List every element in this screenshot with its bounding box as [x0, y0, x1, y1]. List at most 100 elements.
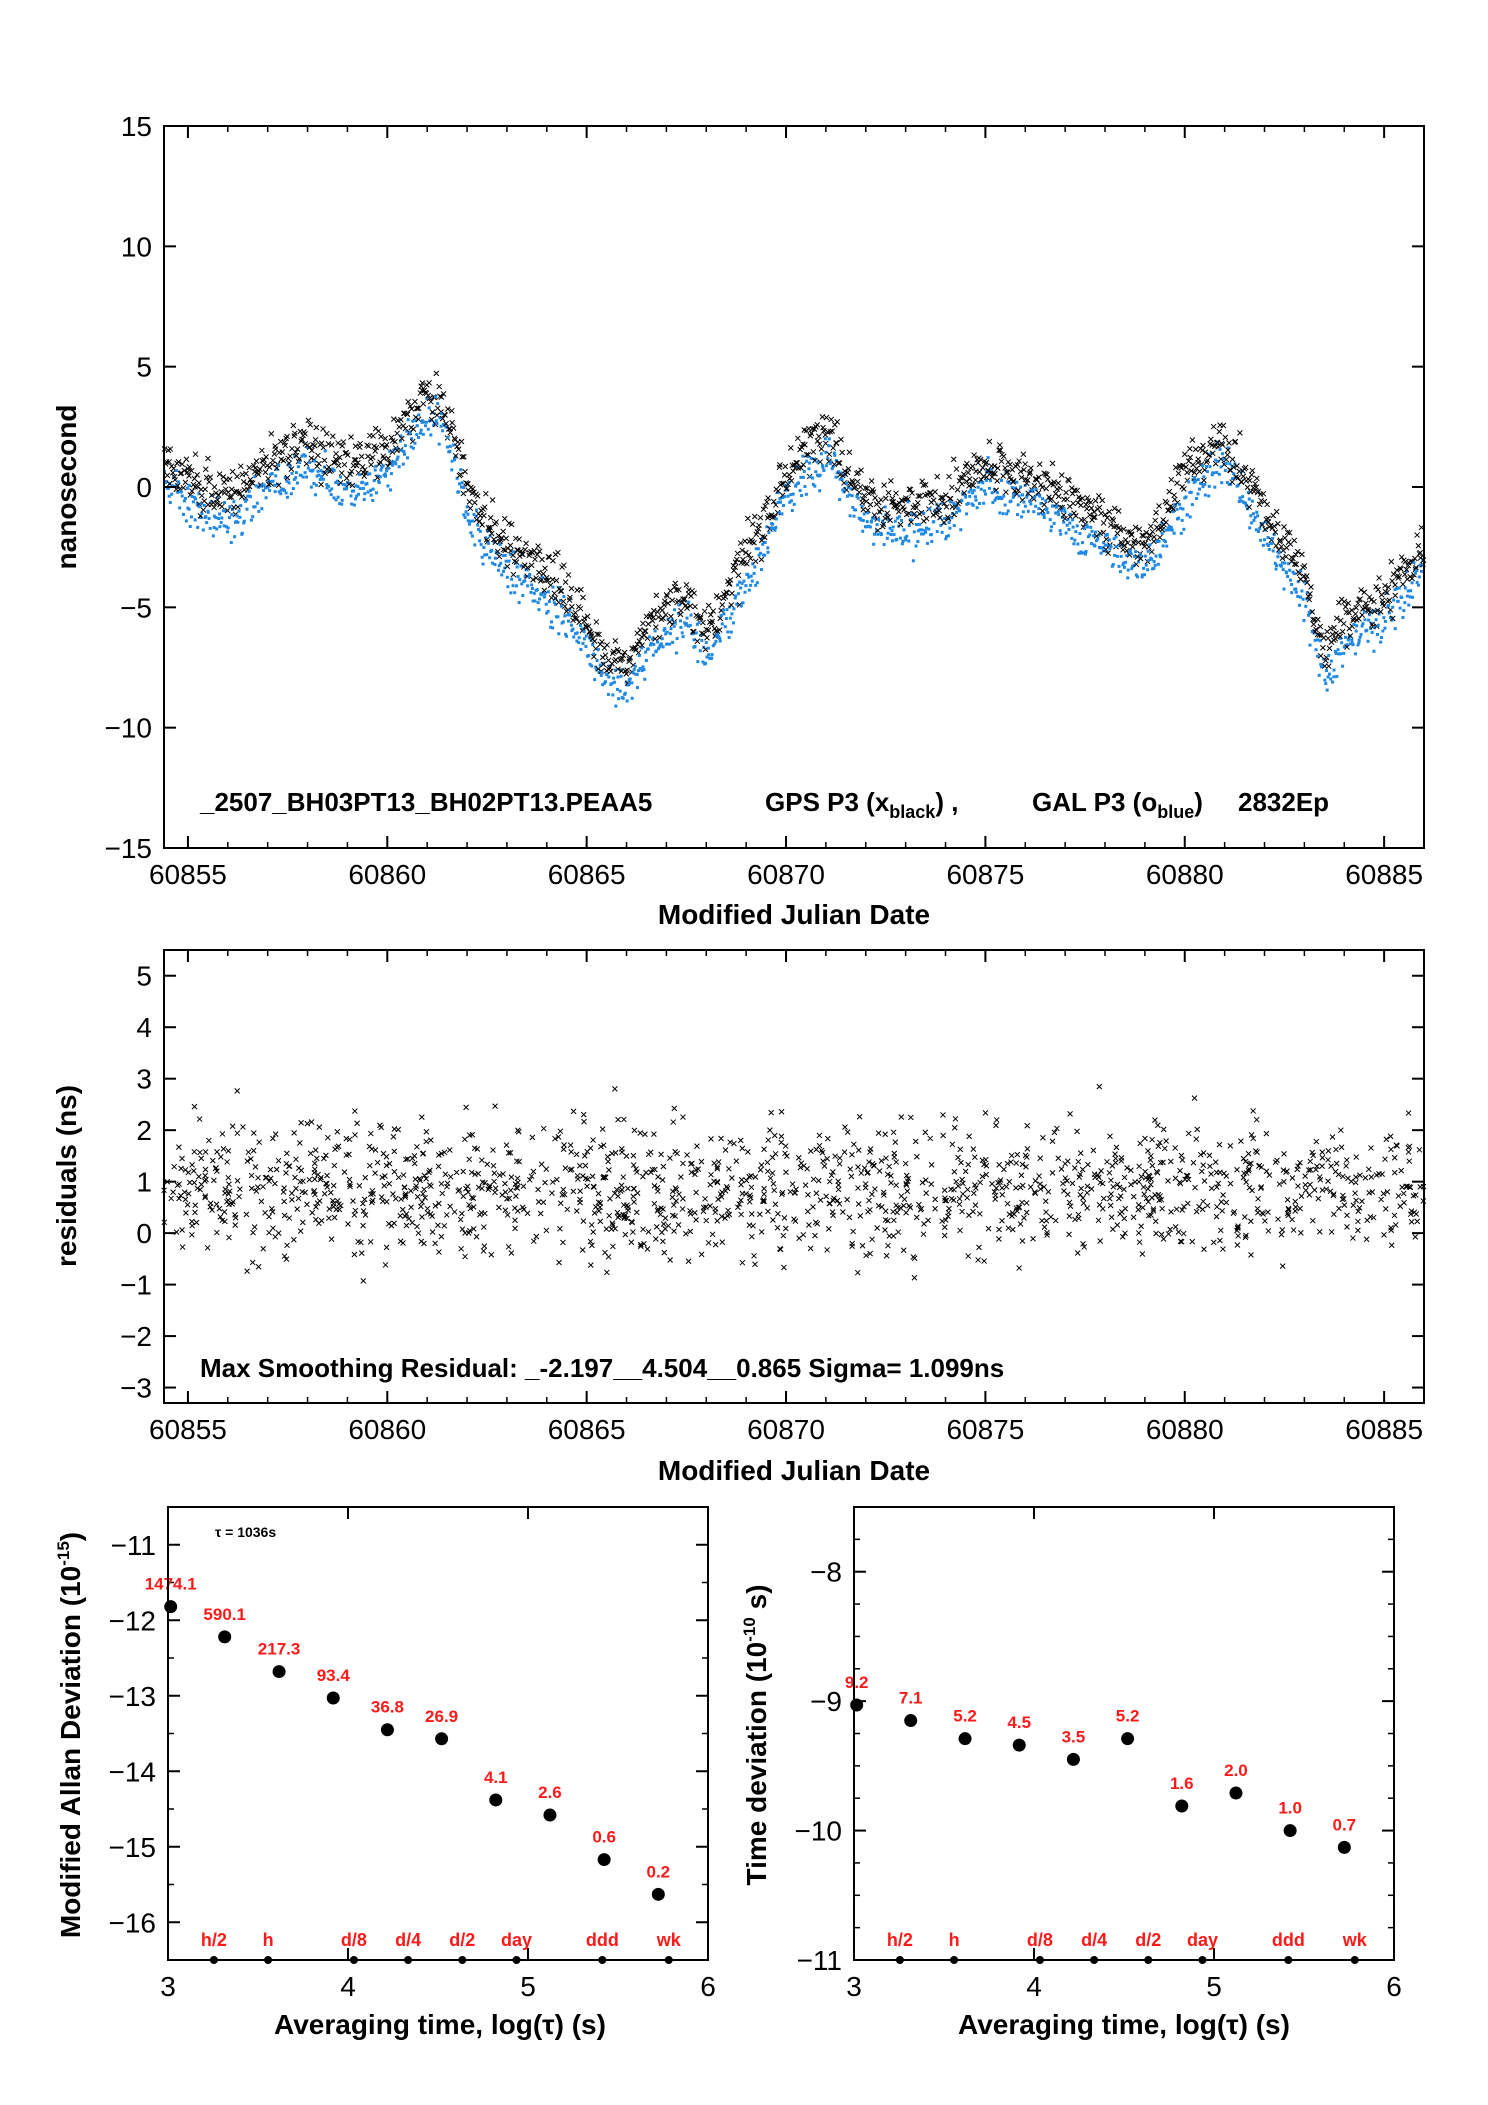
- gps-point: [334, 458, 341, 464]
- residual-point: [1284, 1168, 1290, 1174]
- gps-point: [719, 602, 726, 608]
- gps-point: [454, 443, 460, 450]
- gal-point: [409, 445, 413, 449]
- residual-point: [828, 1172, 835, 1179]
- gal-point: [987, 471, 991, 475]
- residual-point: [267, 1175, 274, 1182]
- mdev-point-label: 590.1: [203, 1605, 246, 1624]
- gps-point: [782, 463, 789, 470]
- gal-point: [381, 464, 385, 468]
- gps-point: [1111, 523, 1117, 530]
- gal-point: [918, 522, 922, 526]
- gps-point: [585, 623, 592, 630]
- gps-point: [1291, 537, 1298, 544]
- gps-point: [1307, 590, 1313, 597]
- residual-point: [1135, 1206, 1142, 1213]
- gal-point: [827, 437, 831, 441]
- residual-point: [185, 1190, 192, 1197]
- gal-point: [942, 516, 946, 520]
- gal-point: [779, 500, 783, 504]
- residual-point: [703, 1217, 710, 1224]
- gal-point: [287, 481, 291, 485]
- residual-point: [406, 1215, 412, 1222]
- residual-point: [654, 1207, 661, 1214]
- gps-point: [735, 572, 742, 579]
- residual-point: [902, 1160, 909, 1167]
- gal-point: [582, 630, 586, 634]
- gal-point: [176, 480, 180, 484]
- gps-point: [1235, 474, 1242, 481]
- residual-point: [554, 1176, 560, 1183]
- residual-point: [1213, 1213, 1220, 1220]
- gal-point: [179, 490, 183, 494]
- gal-point: [673, 621, 677, 625]
- gps-point: [1159, 526, 1166, 533]
- gal-point: [535, 588, 539, 592]
- residual-point: [1223, 1199, 1230, 1206]
- tdev-marker-label: h/2: [887, 1930, 913, 1950]
- residual-point: [1328, 1229, 1335, 1235]
- residual-point: [897, 1204, 904, 1211]
- gal-point: [1028, 499, 1032, 503]
- gal-point: [630, 696, 634, 700]
- gal-point: [920, 528, 924, 532]
- residual-point: [255, 1174, 261, 1181]
- gal-point: [643, 677, 647, 681]
- gal-point: [466, 512, 470, 516]
- residual-point: [192, 1209, 198, 1216]
- gps-point: [349, 482, 356, 489]
- residual-point: [469, 1131, 476, 1138]
- residual-point: [807, 1148, 814, 1154]
- gps-point: [602, 652, 609, 659]
- gal-point: [789, 499, 793, 503]
- gps-point: [977, 456, 984, 463]
- residual-point: [492, 1103, 498, 1109]
- gal-point: [374, 491, 378, 495]
- gal-point: [668, 632, 672, 636]
- gps-point: [1325, 663, 1332, 670]
- gps-point: [279, 449, 286, 455]
- residual-point: [972, 1185, 979, 1191]
- gal-point: [859, 518, 863, 522]
- gps-point: [1302, 576, 1309, 583]
- residual-point: [1388, 1146, 1394, 1153]
- gal-point: [1126, 576, 1130, 580]
- residual-point: [698, 1158, 705, 1165]
- residual-point: [956, 1201, 963, 1208]
- gps-point: [846, 449, 853, 456]
- residual-point: [715, 1159, 722, 1165]
- gal-point: [481, 562, 485, 566]
- gal-point: [352, 489, 356, 493]
- gps-point: [361, 473, 368, 479]
- residual-point: [1158, 1231, 1165, 1238]
- gal-point: [277, 490, 281, 494]
- residual-point: [825, 1225, 832, 1232]
- gps-point: [1281, 523, 1287, 530]
- gal-point: [840, 477, 844, 481]
- mdev-point-label: 4.1: [484, 1768, 508, 1787]
- residual-point: [793, 1186, 799, 1193]
- gal-point: [1347, 634, 1351, 638]
- gal-point: [849, 487, 853, 491]
- gal-point: [354, 497, 358, 501]
- gps-point: [246, 464, 253, 471]
- gal-point: [579, 647, 583, 651]
- gal-point: [293, 454, 297, 458]
- residual-point: [1145, 1212, 1152, 1219]
- gps-point: [634, 641, 641, 648]
- gal-point: [782, 503, 786, 507]
- residual-point: [1172, 1175, 1179, 1182]
- tdev-marker-label: d/2: [1135, 1930, 1161, 1950]
- gps-point: [551, 590, 558, 597]
- gps-point: [1229, 456, 1236, 463]
- gal-point: [1072, 542, 1076, 546]
- gps-point: [1363, 603, 1370, 610]
- residual-point: [570, 1188, 577, 1195]
- gal-point: [214, 516, 218, 520]
- residual-point: [1095, 1174, 1102, 1181]
- residual-point: [573, 1208, 580, 1214]
- residual-point: [318, 1217, 325, 1224]
- residual-point: [459, 1210, 465, 1217]
- residual-point: [557, 1200, 564, 1207]
- gps-point: [652, 624, 659, 630]
